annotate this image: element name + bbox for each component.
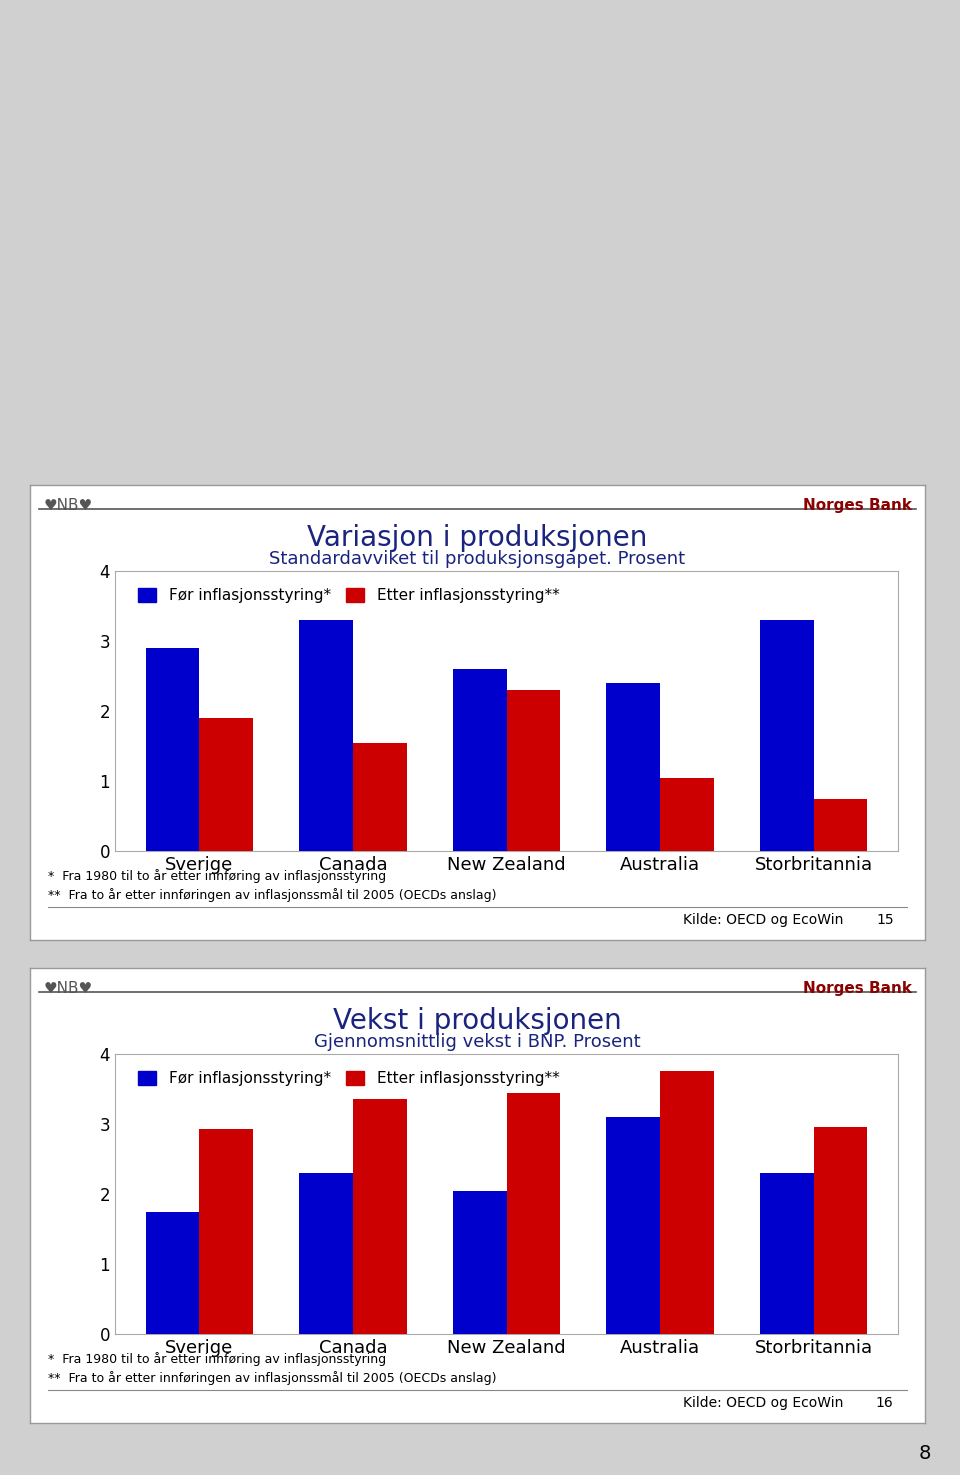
Bar <box>300 621 353 851</box>
Bar <box>660 1071 714 1335</box>
Bar <box>453 1190 507 1335</box>
Text: Variasjon i produksjonen: Variasjon i produksjonen <box>307 524 648 552</box>
Bar <box>146 649 200 851</box>
Text: Vekst i produksjonen: Vekst i produksjonen <box>333 1006 622 1034</box>
Text: Standardavviket til produksjonsgapet. Prosent: Standardavviket til produksjonsgapet. Pr… <box>270 550 685 568</box>
Text: 16: 16 <box>876 1395 894 1410</box>
Text: 15: 15 <box>876 913 894 926</box>
Text: ♥NB♥: ♥NB♥ <box>43 497 92 513</box>
Text: 8: 8 <box>919 1444 931 1463</box>
Text: Gjennomsnittlig vekst i BNP. Prosent: Gjennomsnittlig vekst i BNP. Prosent <box>314 1032 641 1050</box>
Text: **  Fra to år etter innføringen av inflasjonssmål til 2005 (OECDs anslag): ** Fra to år etter innføringen av inflas… <box>48 888 496 901</box>
Bar <box>507 1093 561 1335</box>
Text: *  Fra 1980 til to år etter innføring av inflasjonsstyring: * Fra 1980 til to år etter innføring av … <box>48 1353 386 1366</box>
Bar <box>200 718 253 851</box>
Text: Norges Bank: Norges Bank <box>803 497 912 513</box>
Bar <box>353 1099 407 1335</box>
Bar <box>146 1212 200 1335</box>
Text: Norges Bank: Norges Bank <box>803 981 912 996</box>
Bar <box>300 1174 353 1335</box>
Bar <box>607 683 660 851</box>
Bar <box>814 799 868 851</box>
Bar <box>760 1174 814 1335</box>
Bar <box>507 690 561 851</box>
Text: ♥NB♥: ♥NB♥ <box>43 981 92 996</box>
Text: Kilde: OECD og EcoWin: Kilde: OECD og EcoWin <box>684 913 844 926</box>
Legend: Før inflasjonsstyring*, Etter inflasjonsstyring**: Før inflasjonsstyring*, Etter inflasjons… <box>131 581 567 611</box>
Text: *  Fra 1980 til to år etter innføring av inflasjonsstyring: * Fra 1980 til to år etter innføring av … <box>48 869 386 884</box>
Bar <box>200 1130 253 1335</box>
Bar <box>453 670 507 851</box>
Text: **  Fra to år etter innføringen av inflasjonssmål til 2005 (OECDs anslag): ** Fra to år etter innføringen av inflas… <box>48 1370 496 1385</box>
Bar <box>660 777 714 851</box>
Bar <box>607 1118 660 1335</box>
Bar <box>814 1127 868 1335</box>
Bar <box>760 621 814 851</box>
Legend: Før inflasjonsstyring*, Etter inflasjonsstyring**: Før inflasjonsstyring*, Etter inflasjons… <box>131 1063 567 1094</box>
Bar <box>353 743 407 851</box>
Text: Kilde: OECD og EcoWin: Kilde: OECD og EcoWin <box>684 1395 844 1410</box>
